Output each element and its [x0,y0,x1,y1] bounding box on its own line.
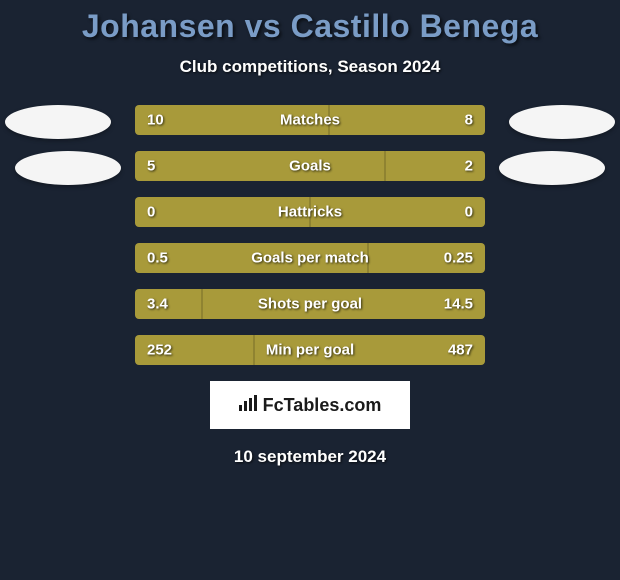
stat-bars: 10 8 Matches 5 2 Goals 0 0 Hattricks 0.5 0.25 Goals… [135,105,485,365]
stat-label: Hattricks [278,204,342,221]
stat-value-left: 0 [147,204,155,221]
stat-value-right: 0 [465,204,473,221]
stat-label: Shots per goal [258,296,362,313]
team-right-avatar [499,151,605,185]
stat-label: Goals [289,158,331,175]
stat-value-left: 10 [147,112,164,129]
bar-left [135,289,202,319]
stat-value-right: 0.25 [444,250,473,267]
comparison-title: Johansen vs Castillo Benega [0,8,620,45]
chart-icon [239,395,257,416]
stat-row: 10 8 Matches [135,105,485,135]
stat-value-left: 5 [147,158,155,175]
stat-value-right: 14.5 [444,296,473,313]
logo-text: FcTables.com [263,395,382,416]
stat-value-right: 8 [465,112,473,129]
stat-row: 3.4 14.5 Shots per goal [135,289,485,319]
player-right-avatar [509,105,615,139]
fctables-logo: FcTables.com [210,381,410,429]
stat-label: Matches [280,112,340,129]
stat-value-left: 0.5 [147,250,168,267]
stat-row: 0.5 0.25 Goals per match [135,243,485,273]
player-left-avatar [5,105,111,139]
team-left-avatar [15,151,121,185]
stat-row: 0 0 Hattricks [135,197,485,227]
stat-row: 252 487 Min per goal [135,335,485,365]
stat-row: 5 2 Goals [135,151,485,181]
stat-value-left: 3.4 [147,296,168,313]
stats-area: 10 8 Matches 5 2 Goals 0 0 Hattricks 0.5 0.25 Goals… [0,105,620,365]
stat-label: Min per goal [266,342,354,359]
comparison-subtitle: Club competitions, Season 2024 [0,57,620,77]
stat-label: Goals per match [251,250,369,267]
bar-right [329,105,485,135]
stat-value-right: 487 [448,342,473,359]
bar-left [135,151,385,181]
comparison-date: 10 september 2024 [0,447,620,467]
stat-value-left: 252 [147,342,172,359]
stat-value-right: 2 [465,158,473,175]
